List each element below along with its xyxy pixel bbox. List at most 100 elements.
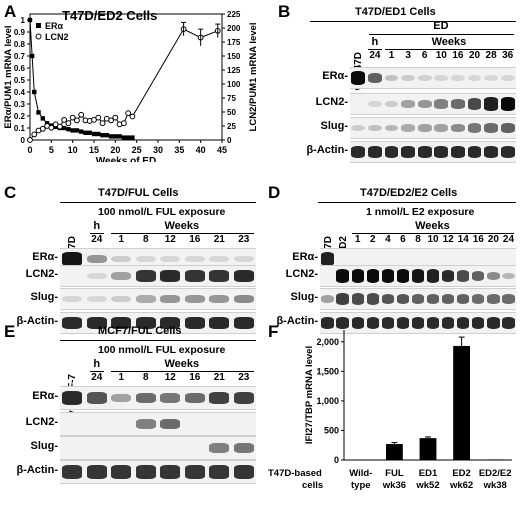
blot-band (384, 124, 399, 132)
blot-band (160, 316, 181, 330)
blot-band (321, 252, 334, 266)
lcn2-point (112, 114, 119, 121)
blot-row-label: β-Actin- (306, 144, 348, 156)
blot-band (401, 100, 415, 108)
category-label-line2: wk62 (449, 480, 473, 491)
hours-underline (89, 371, 104, 372)
y-right-tick-label: 225 (227, 10, 241, 19)
blot-band (321, 295, 334, 303)
category-label-line2: wk36 (382, 480, 406, 491)
erα-point (130, 135, 135, 140)
y-left-tick-label: 0.9 (14, 28, 26, 37)
x-tick-label: 10 (68, 145, 78, 155)
erα-point (125, 135, 131, 140)
blot-band (233, 391, 254, 405)
plot-frame (29, 13, 223, 141)
blot-band (396, 293, 410, 305)
blot-band (86, 316, 107, 330)
lane-label: 4 (385, 234, 391, 245)
blot-band (135, 256, 156, 262)
lcn2-point (74, 117, 80, 124)
blot-band (366, 293, 379, 305)
blot-band (502, 316, 515, 330)
blot-strip (60, 288, 256, 310)
lcn2-point (91, 116, 97, 123)
y-right-tick-label: 0 (227, 136, 232, 145)
category-label-line2: wk52 (415, 480, 439, 491)
blot-band (441, 316, 455, 330)
y-tick-label: 1,000 (316, 396, 339, 406)
category-label-line2: wk38 (483, 480, 507, 491)
panel-a-line-chart: 0 5 10 15 20 25 30 35 40 4500.10.20.30.40.50.60.7… (3, 10, 259, 162)
blot-band (411, 316, 425, 330)
blot-band (500, 75, 515, 81)
blot-band (184, 294, 205, 304)
weeks-label: Weeks (415, 220, 450, 232)
blot-band (434, 75, 449, 81)
lane-label: 8 (142, 372, 149, 383)
x-tick-label: 30 (153, 145, 163, 155)
blot-band (351, 269, 364, 283)
blot-band (401, 75, 415, 81)
y-left-tick-label: 0.6 (14, 64, 26, 73)
blot-row-label: LCN2- (25, 416, 58, 428)
lane-label: 12 (164, 234, 176, 245)
weeks-label: Weeks (164, 358, 200, 370)
blot-band (451, 145, 465, 159)
y-left-tick-label: 0.1 (14, 124, 26, 133)
blot-band (441, 269, 455, 283)
blot-band (417, 145, 432, 159)
blot-band (184, 316, 205, 330)
category-label-line1: Wild- (349, 468, 372, 479)
lane-label: 1 (118, 372, 125, 383)
blot-band (500, 122, 515, 134)
erα-point (96, 131, 101, 137)
blot-band (111, 256, 132, 262)
blot-band (62, 465, 83, 479)
category-label-line1: ED1 (419, 468, 438, 479)
blot-row-label: ERα- (292, 251, 318, 263)
blot-band (457, 316, 470, 330)
lcn2-point (129, 113, 136, 120)
lane-label: 23 (238, 234, 250, 245)
panel-d-title-rule (318, 202, 516, 203)
blot-strip (350, 117, 516, 139)
y-tick-label: 1,500 (316, 366, 339, 376)
lane-label: 6 (400, 234, 406, 245)
lane-label: 28 (485, 50, 497, 61)
blot-band (233, 465, 254, 479)
erα-point (32, 89, 37, 95)
blot-band (336, 293, 349, 305)
lane-label: 10 (435, 50, 447, 61)
blot-band (451, 75, 465, 81)
panel-c-title-rule (60, 202, 256, 203)
blot-row-label: LCN2- (25, 268, 58, 280)
blot-band (502, 294, 515, 304)
blot-band (502, 272, 515, 280)
y-tick-label: 500 (324, 425, 339, 435)
blot-strip (350, 67, 516, 89)
blot-band (401, 124, 415, 132)
panel-f-letter: F (268, 322, 279, 341)
group-label: ED (433, 20, 449, 32)
lcn2-point (69, 114, 76, 121)
panel-c-letter: C (4, 183, 17, 202)
y-left-axis-label: ERα/PUM1 mRNA level (3, 25, 14, 128)
legend-label-lcn2: LCN2 (45, 32, 69, 42)
panel-e-title-rule (60, 340, 256, 341)
blot-band (351, 145, 366, 159)
blot-band (401, 145, 415, 159)
blot-band (411, 269, 425, 283)
lane-label: 10 (427, 234, 439, 245)
y-right-tick-label: 150 (227, 52, 241, 61)
blot-row-label: LCN2- (315, 96, 348, 108)
erα-point (91, 131, 97, 137)
blot-band (62, 252, 83, 266)
erα-point (74, 128, 80, 133)
blot-band (209, 256, 230, 262)
group-underline (368, 34, 514, 35)
blot-band (500, 145, 515, 159)
y-left-tick-label: 0.5 (14, 76, 26, 85)
y-left-tick-label: 0.4 (14, 88, 26, 97)
blot-row-label: ERα- (32, 390, 58, 402)
